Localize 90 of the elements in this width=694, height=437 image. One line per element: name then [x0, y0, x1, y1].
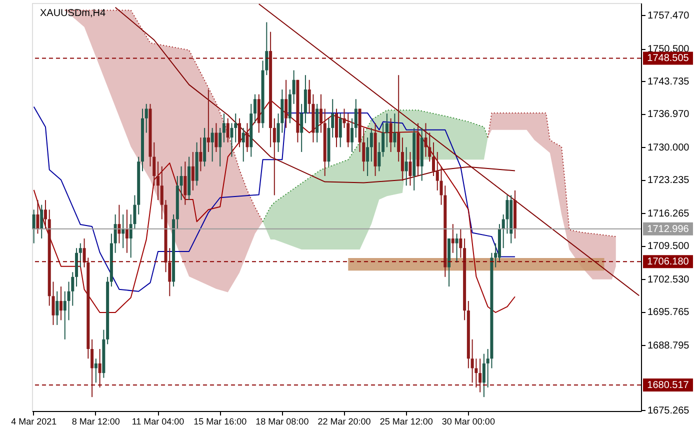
candlestick: [385, 113, 388, 148]
candlestick: [206, 89, 210, 152]
y-tick-label: 1695.765: [648, 307, 690, 318]
x-tick-label: 22 Mar 20:00: [318, 416, 371, 426]
candlestick: [370, 127, 373, 162]
ref-line-label: 1706.180: [647, 256, 690, 268]
candlestick: [32, 209, 36, 244]
candlestick: [234, 113, 238, 143]
y-tick-label: 1709.500: [648, 241, 690, 252]
x-tick-label: 4 Mar 2021: [11, 416, 57, 426]
x-tick-label: 11 Mar 04:00: [132, 416, 184, 426]
candlestick: [191, 151, 194, 191]
candlestick: [152, 142, 156, 186]
candlestick: [156, 161, 160, 201]
candlestick: [214, 122, 218, 152]
x-tick-label: 30 Mar 00:00: [442, 416, 495, 426]
y-tick-label: 1730.000: [648, 142, 690, 154]
text: XAUUSDm,H4: [40, 8, 106, 19]
candlestick: [478, 358, 482, 393]
candlestick: [389, 118, 392, 152]
candlestick: [428, 132, 432, 162]
y-tick-label: 1675.265: [648, 406, 690, 417]
y-tick-label: 1750.500: [648, 44, 690, 56]
candlestick: [230, 122, 234, 158]
y-tick-label: 1702.530: [648, 274, 690, 286]
candlestick: [459, 228, 462, 258]
y-tick-label: 1757.470: [648, 10, 690, 22]
candlestick: [160, 166, 164, 220]
candlestick: [404, 146, 408, 186]
candlestick: [90, 338, 94, 398]
candlestick: [482, 353, 486, 398]
candlestick: [397, 74, 400, 162]
candlestick: [218, 127, 222, 167]
y-tick-label: 1723.235: [648, 175, 690, 186]
y-tick-label: 1743.735: [648, 76, 690, 88]
x-tick-label: 18 Mar 08:00: [256, 416, 309, 426]
candlestick: [319, 94, 322, 134]
candlestick: [408, 151, 412, 186]
candlestick: [470, 338, 474, 384]
candlestick: [350, 118, 354, 152]
line-series: [262, 110, 488, 222]
candlestick: [300, 103, 304, 152]
candlestick: [292, 70, 296, 104]
candlestick: [98, 348, 102, 388]
ref-line-label: 1748.505: [647, 53, 690, 64]
candlestick: [184, 161, 187, 206]
candlestick: [246, 122, 249, 152]
ref-line-label: 1712.996: [647, 224, 690, 235]
candlestick: [44, 200, 47, 230]
candlestick: [238, 118, 241, 148]
candlestick: [254, 94, 257, 124]
candlestick: [382, 122, 385, 158]
candlestick: [354, 98, 358, 138]
candlestick: [242, 127, 245, 162]
candlestick: [56, 290, 59, 326]
candlestick: [226, 118, 230, 143]
candlestick: [180, 166, 183, 201]
x-tick-label: 25 Mar 12:00: [380, 416, 433, 426]
candlestick: [436, 151, 439, 191]
candlestick: [222, 113, 226, 143]
line-series: [487, 112, 616, 238]
candlestick: [210, 127, 214, 162]
candlestick: [60, 286, 63, 321]
candlestick: [393, 113, 396, 148]
candlestick: [63, 290, 66, 340]
candlestick: [114, 214, 117, 254]
candlestick: [199, 137, 202, 172]
x-tick-label: 8 Mar 12:00: [72, 416, 120, 426]
x-tick-label: 15 Mar 16:00: [194, 416, 247, 426]
candlestick: [338, 113, 342, 148]
candlestick: [78, 242, 82, 268]
candlestick: [432, 142, 436, 177]
candlestick: [272, 118, 276, 196]
y-tick-label: 1688.795: [648, 340, 690, 352]
candlestick: [366, 137, 370, 177]
candlestick: [451, 224, 454, 254]
candlestick: [378, 142, 381, 172]
candlestick: [455, 233, 458, 264]
candlestick: [94, 358, 98, 384]
candlestick: [331, 98, 334, 138]
candlestick: [125, 209, 128, 254]
y-tick-label: 1736.970: [648, 109, 690, 120]
y-tick-label: 1716.265: [648, 208, 690, 220]
ref-line-label: 1680.517: [647, 380, 690, 391]
candlestick: [36, 200, 40, 234]
candlestick: [144, 103, 148, 134]
candlestick: [40, 204, 44, 239]
candlestick: [400, 137, 404, 182]
candlestick: [424, 122, 428, 158]
candlestick: [284, 79, 288, 128]
